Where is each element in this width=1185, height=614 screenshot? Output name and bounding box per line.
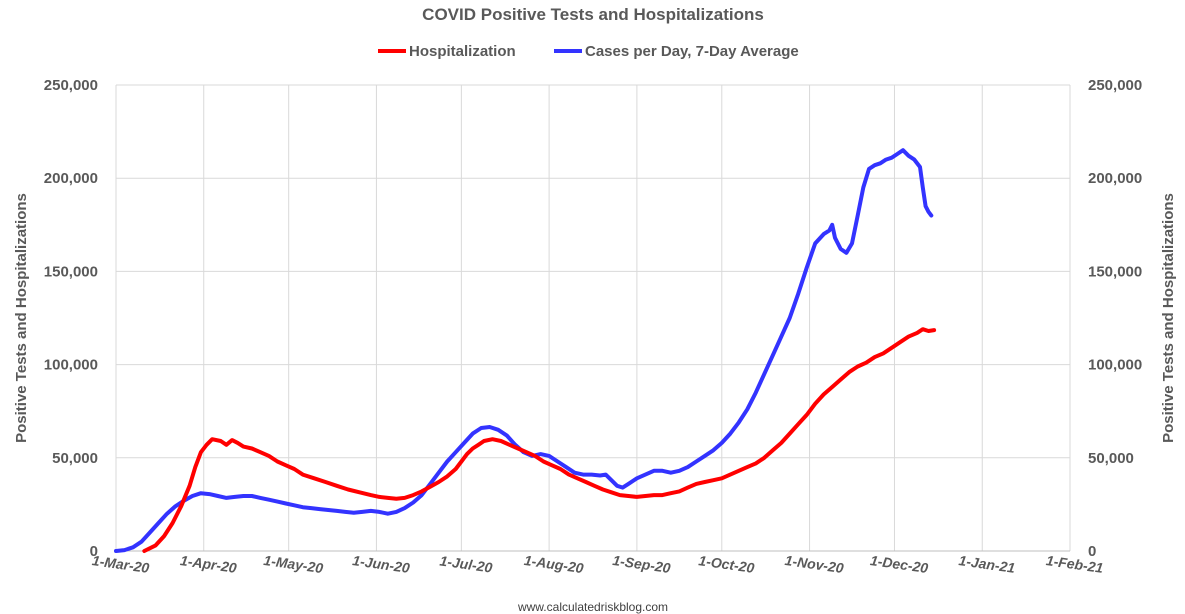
- gridlines: [115, 84, 1071, 552]
- legend-label-cases: Cases per Day, 7-Day Average: [585, 43, 799, 60]
- x-tick-label: 1-Mar-20: [91, 552, 150, 576]
- x-tick-label: 1-Aug-20: [523, 552, 585, 576]
- y-axis-right-label: Positive Tests and Hospitalizations: [1160, 193, 1177, 443]
- series-line-cases: [114, 148, 934, 553]
- x-tick-label: 1-Feb-21: [1045, 552, 1104, 576]
- y-tick-label-right: 150,000: [1088, 263, 1142, 280]
- series-line-hospitalization: [142, 327, 937, 553]
- y-axis-right-ticks: 0 50,000 100,000 150,000 200,000 250,000: [1088, 77, 1142, 560]
- y-tick-label-right: 250,000: [1088, 77, 1142, 94]
- y-tick-label-left: 50,000: [52, 450, 98, 467]
- y-axis-left-ticks: 0 50,000 100,000 150,000 200,000 250,000: [44, 77, 98, 560]
- x-tick-label: 1-Sep-20: [612, 552, 672, 576]
- y-tick-label-left: 250,000: [44, 77, 98, 94]
- y-tick-label-left: 0: [90, 543, 98, 560]
- y-tick-label-right: 0: [1088, 543, 1096, 560]
- y-axis-left-label: Positive Tests and Hospitalizations: [13, 193, 30, 443]
- y-tick-label-right: 200,000: [1088, 170, 1142, 187]
- x-tick-label: 1-May-20: [263, 552, 325, 576]
- y-tick-label-right: 100,000: [1088, 357, 1142, 374]
- x-axis-ticks: 1-Mar-20 1-Apr-20 1-May-20 1-Jun-20 1-Jul-20…: [91, 552, 1104, 576]
- y-tick-label-left: 100,000: [44, 357, 98, 374]
- x-tick-label: 1-Apr-20: [179, 552, 238, 576]
- y-tick-label-left: 150,000: [44, 263, 98, 280]
- legend-label-hospitalization: Hospitalization: [409, 43, 516, 60]
- x-tick-label: 1-Oct-20: [698, 552, 756, 576]
- series-lines: [114, 148, 937, 553]
- x-tick-label: 1-Dec-20: [869, 552, 929, 576]
- x-tick-label: 1-Jul-20: [439, 552, 494, 575]
- y-tick-label-left: 200,000: [44, 170, 98, 187]
- y-tick-label-right: 50,000: [1088, 450, 1134, 467]
- chart-title: COVID Positive Tests and Hospitalization…: [422, 5, 764, 24]
- x-tick-label: 1-Nov-20: [784, 552, 845, 576]
- x-tick-label: 1-Jan-21: [958, 552, 1017, 576]
- legend: Hospitalization Cases per Day, 7-Day Ave…: [378, 43, 799, 60]
- x-tick-label: 1-Jun-20: [352, 552, 411, 576]
- source-credit: www.calculatedriskblog.com: [517, 600, 668, 614]
